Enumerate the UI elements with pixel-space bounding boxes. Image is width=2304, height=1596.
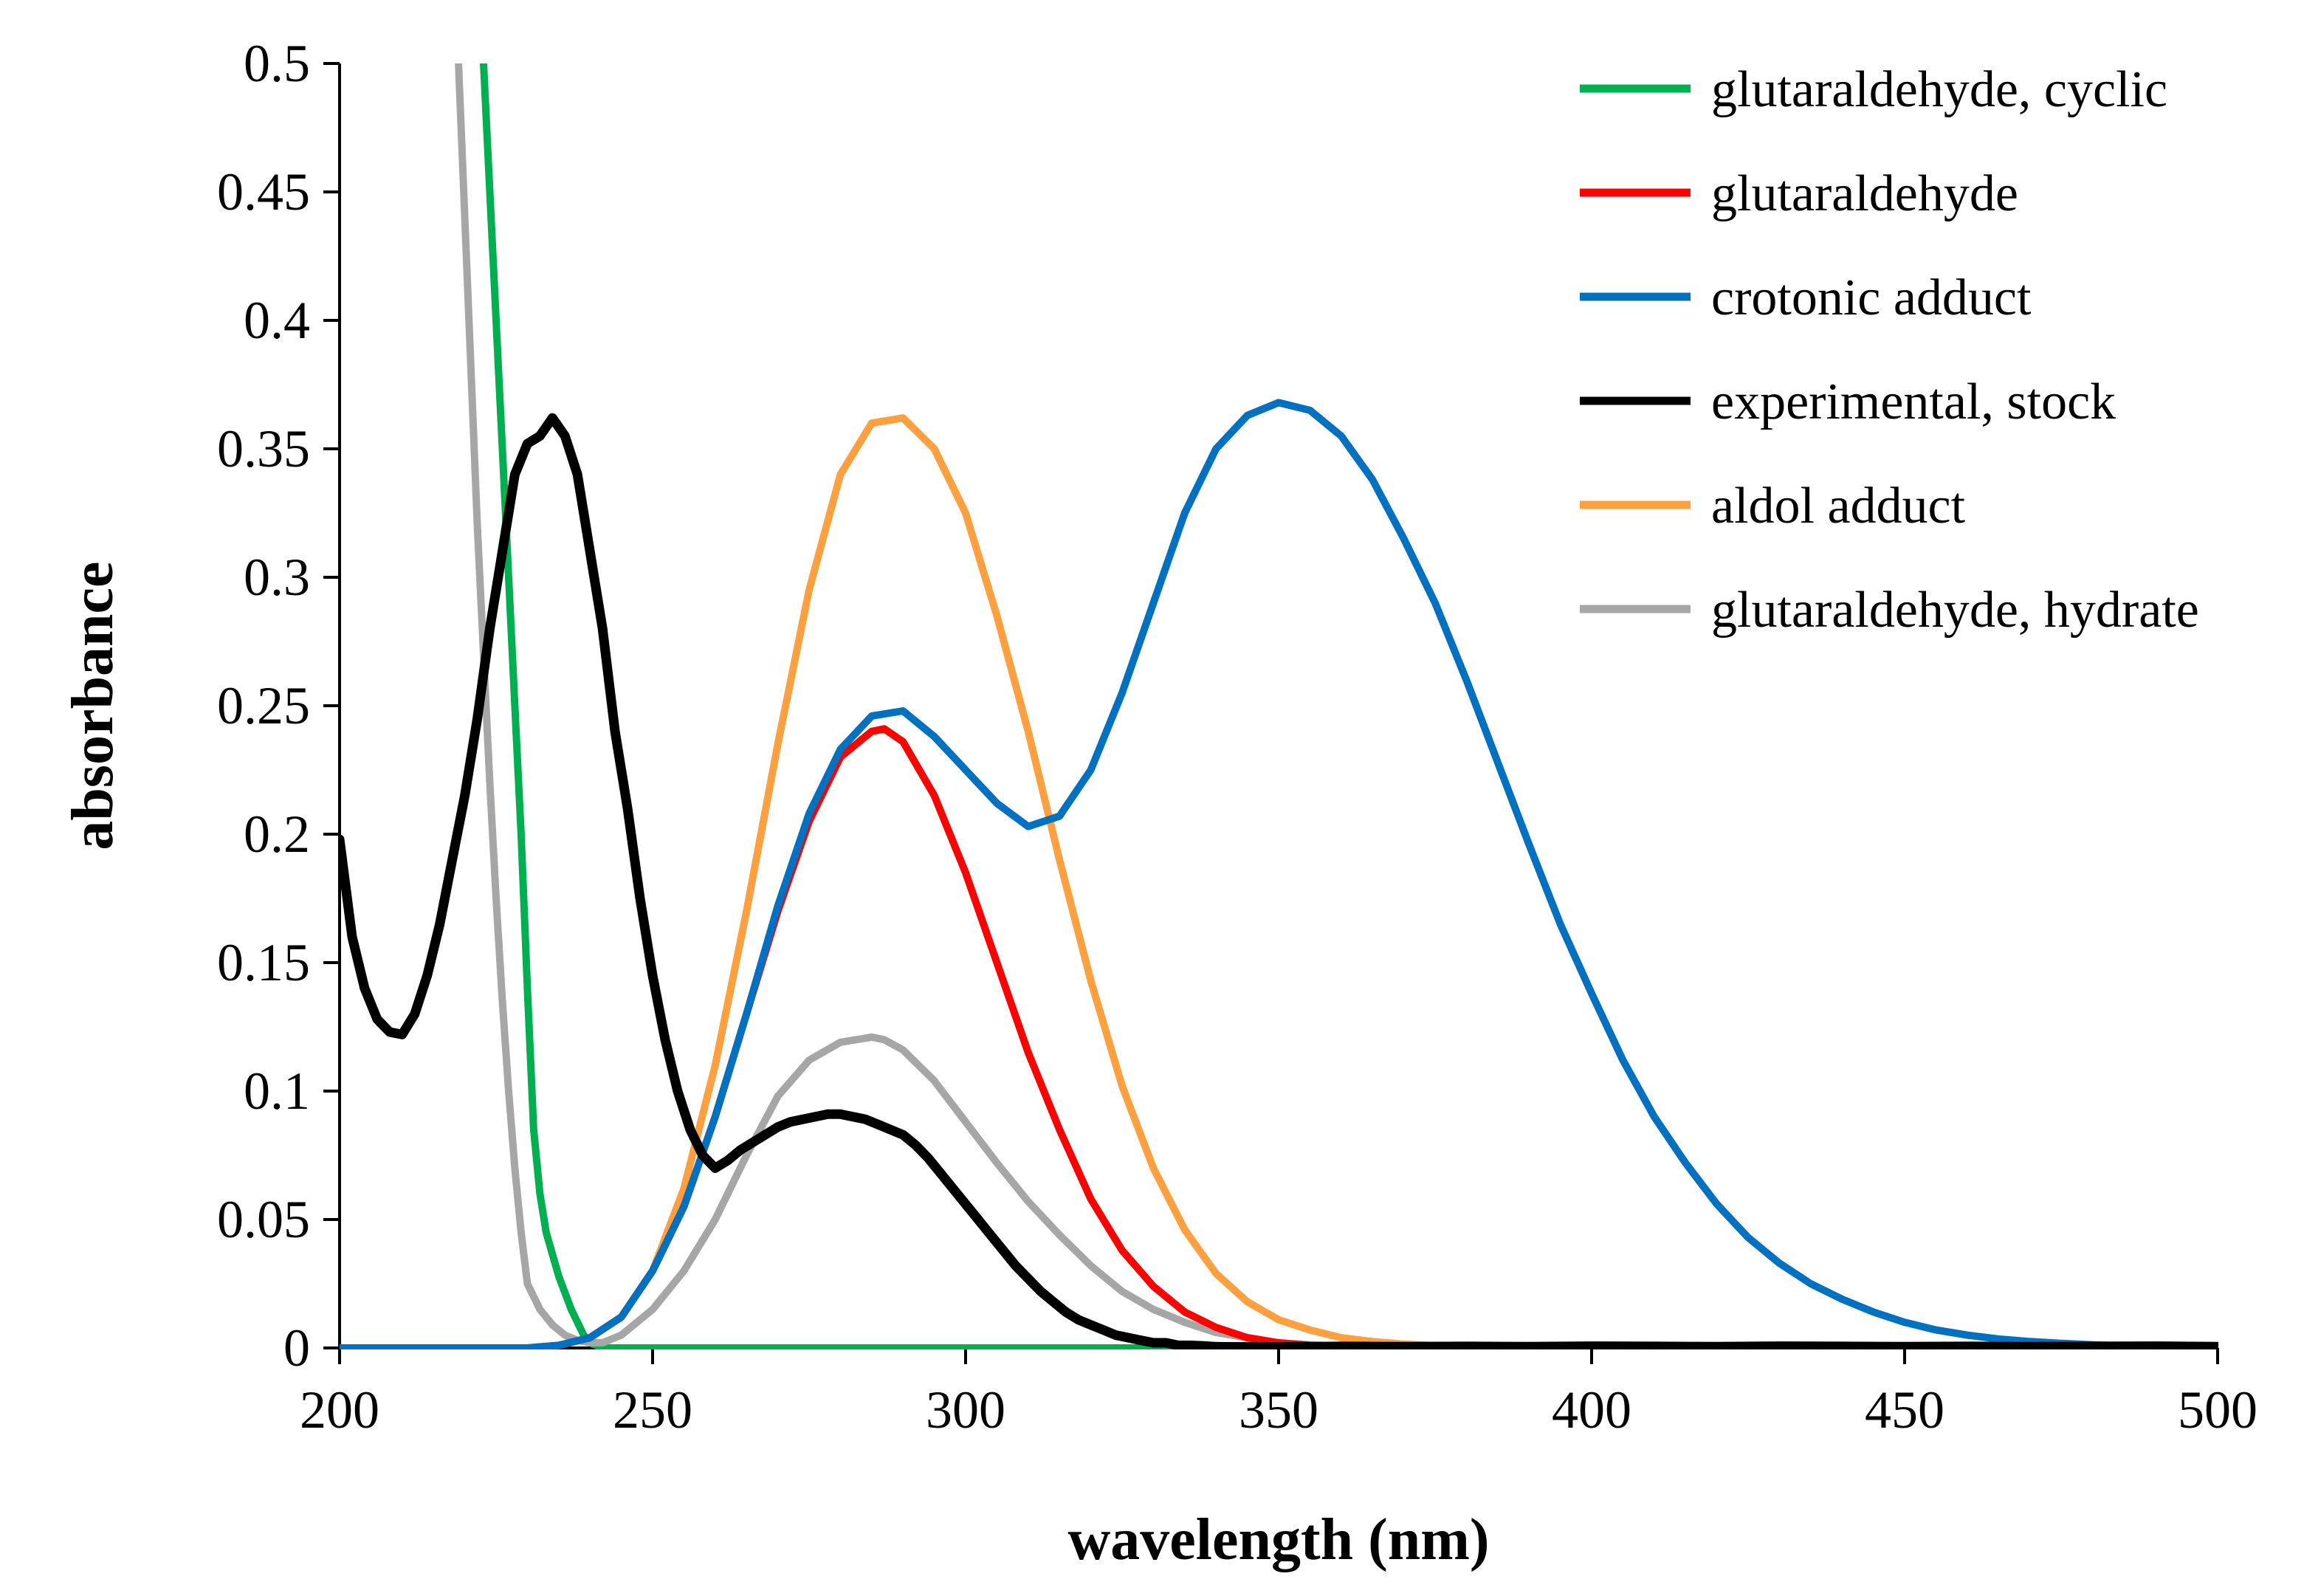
- y-axis-title: absorbance: [61, 561, 125, 850]
- x-tick-label: 350: [1239, 1380, 1318, 1440]
- y-tick-label: 0: [283, 1318, 310, 1377]
- x-axis: 200 250 300 350 400 450 500: [300, 1346, 2257, 1440]
- legend-entry: glutaraldehyde, hydrate: [1580, 582, 2199, 639]
- legend-label: glutaraldehyde: [1711, 165, 2018, 222]
- y-axis: 0 0.05 0.1 0.15 0.2 0.25 0.3 0.35 0.4 0.45 0.5: [217, 34, 341, 1377]
- legend-label: aldol adduct: [1711, 478, 1966, 534]
- series-line-glutaraldehyde-cyclic: [480, 63, 1595, 1349]
- y-tick-label: 0.1: [244, 1062, 310, 1121]
- legend-label: glutaraldehyde, hydrate: [1711, 582, 2199, 639]
- x-tick-label: 500: [2178, 1380, 2257, 1440]
- legend-label: crotonic adduct: [1711, 269, 2032, 326]
- legend-entry: crotonic adduct: [1580, 269, 2032, 326]
- x-tick-label: 450: [1865, 1380, 1944, 1440]
- y-tick-label: 0.3: [244, 548, 310, 607]
- legend: glutaraldehyde, cyclic glutaraldehyde crot…: [1580, 61, 2199, 639]
- series-layer: [340, 63, 2218, 1349]
- series-line-experimental-stock: [340, 413, 2218, 1349]
- legend-label: experimental, stock: [1711, 374, 2116, 430]
- series-line-crotonic-adduct: [340, 399, 2218, 1349]
- x-axis-title: wavelength (nm): [1067, 1507, 1489, 1572]
- legend-entry: experimental, stock: [1580, 374, 2116, 430]
- y-tick-label: 0.15: [217, 933, 310, 992]
- x-tick-label: 300: [926, 1380, 1005, 1440]
- y-tick-label: 0.4: [244, 291, 310, 350]
- legend-entry: aldol adduct: [1580, 478, 1966, 534]
- y-tick-label: 0.5: [244, 34, 310, 93]
- y-tick-label: 0.35: [217, 419, 310, 478]
- x-tick-label: 400: [1552, 1380, 1631, 1440]
- legend-entry: glutaraldehyde, cyclic: [1580, 61, 2167, 118]
- y-tick-label: 0.05: [217, 1190, 310, 1249]
- series-line-glutaraldehyde-hydrate: [455, 63, 1533, 1349]
- y-tick-label: 0.2: [244, 805, 310, 864]
- x-tick-label: 200: [300, 1380, 379, 1440]
- legend-entry: glutaraldehyde: [1580, 165, 2018, 222]
- y-tick-label: 0.25: [217, 676, 310, 735]
- x-tick-label: 250: [613, 1380, 692, 1440]
- y-tick-label: 0.45: [217, 162, 310, 221]
- legend-label: glutaraldehyde, cyclic: [1711, 61, 2167, 118]
- series-line-aldol-adduct: [340, 414, 1846, 1349]
